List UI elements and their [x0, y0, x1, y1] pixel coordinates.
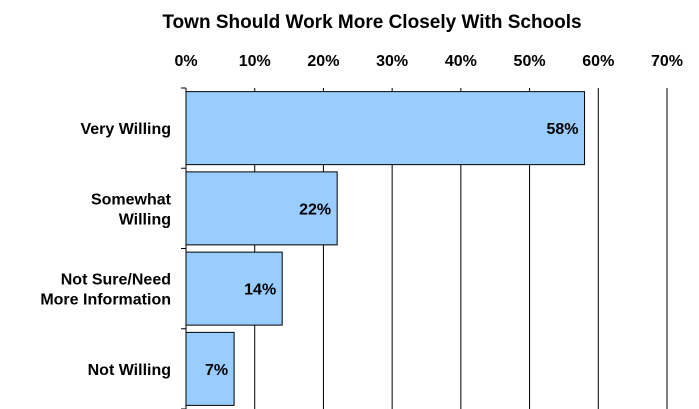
data-label: 14%	[244, 282, 276, 299]
category-label: Not Willing	[88, 362, 171, 379]
data-label: 22%	[299, 201, 331, 218]
x-tick-label: 60%	[582, 53, 614, 70]
bar	[185, 91, 586, 166]
chart-title: Town Should Work More Closely With Schoo…	[162, 12, 581, 33]
x-tick-labels: 0% 10% 20% 30% 40% 50% 60% 70%	[174, 53, 683, 70]
bar	[185, 171, 338, 246]
category-label: Somewhat Willing	[91, 191, 172, 228]
category-labels: Very Willing Somewhat Willing Not Sure/Need…	[40, 121, 171, 379]
x-tick-label: 40%	[445, 53, 477, 70]
data-label: 7%	[205, 362, 228, 379]
bar	[185, 251, 283, 326]
x-tick-label: 50%	[514, 53, 546, 70]
x-tick-label: 10%	[239, 53, 271, 70]
bars	[185, 91, 586, 406]
bar	[185, 331, 235, 406]
data-label: 58%	[547, 121, 579, 138]
category-label: Not Sure/Need More Information	[40, 272, 171, 309]
x-tick-label: 0%	[174, 53, 197, 70]
x-tick-label: 70%	[651, 53, 683, 70]
category-label: Very Willing	[80, 121, 171, 138]
x-tick-label: 20%	[307, 53, 339, 70]
data-labels: 58% 22% 14% 7%	[205, 121, 579, 379]
axes	[181, 87, 187, 409]
x-tick-label: 30%	[376, 53, 408, 70]
